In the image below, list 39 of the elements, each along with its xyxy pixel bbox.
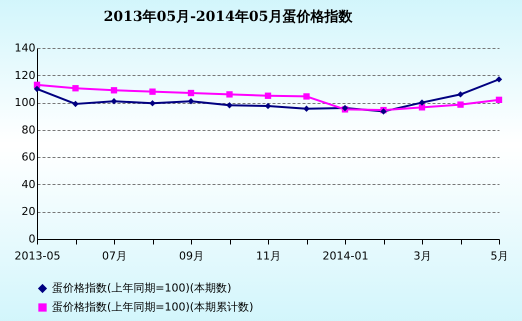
point bbox=[188, 90, 194, 96]
x-tick-label: 09月 bbox=[179, 250, 204, 262]
y-tick-label: 80 bbox=[22, 123, 36, 136]
point bbox=[110, 98, 118, 104]
x-tick-label: 2014-01 bbox=[322, 250, 368, 262]
point bbox=[418, 99, 426, 106]
point bbox=[72, 85, 79, 92]
point bbox=[149, 88, 156, 95]
point bbox=[457, 101, 464, 108]
point bbox=[72, 100, 79, 108]
point bbox=[226, 91, 233, 98]
x-tick-label: 5月 bbox=[490, 250, 508, 262]
legend-label: 蛋价格指数(上年同期=100)(本期累计数) bbox=[52, 300, 254, 314]
y-tick-label: 100 bbox=[14, 96, 36, 110]
y-tick-label: 40 bbox=[22, 178, 36, 191]
point bbox=[226, 102, 233, 108]
x-tick-label: 11月 bbox=[256, 250, 281, 262]
point bbox=[34, 86, 40, 92]
y-tick-label: 60 bbox=[22, 150, 36, 164]
y-tick-label: 0 bbox=[28, 232, 36, 246]
point bbox=[496, 96, 502, 104]
point bbox=[496, 76, 502, 83]
y-tick-label: 140 bbox=[14, 42, 36, 54]
legend-label: 蛋价格指数(上年同期=100)(本期数) bbox=[52, 282, 232, 294]
point bbox=[303, 106, 310, 112]
point bbox=[264, 102, 272, 110]
y-tick-label: 120 bbox=[14, 68, 36, 82]
chart-title: 2013年05月-2014年05月蛋价格指数 bbox=[104, 9, 354, 25]
point bbox=[418, 104, 426, 111]
y-tick-label: 20 bbox=[22, 205, 36, 218]
point bbox=[110, 87, 118, 94]
point bbox=[303, 93, 310, 100]
point bbox=[264, 92, 272, 99]
x-tick-label: 2013-05 bbox=[14, 250, 60, 262]
point bbox=[188, 98, 194, 104]
x-tick-label: 07月 bbox=[102, 250, 127, 262]
x-tick-label: 3月 bbox=[414, 250, 432, 262]
point bbox=[149, 100, 156, 106]
point bbox=[457, 91, 464, 98]
